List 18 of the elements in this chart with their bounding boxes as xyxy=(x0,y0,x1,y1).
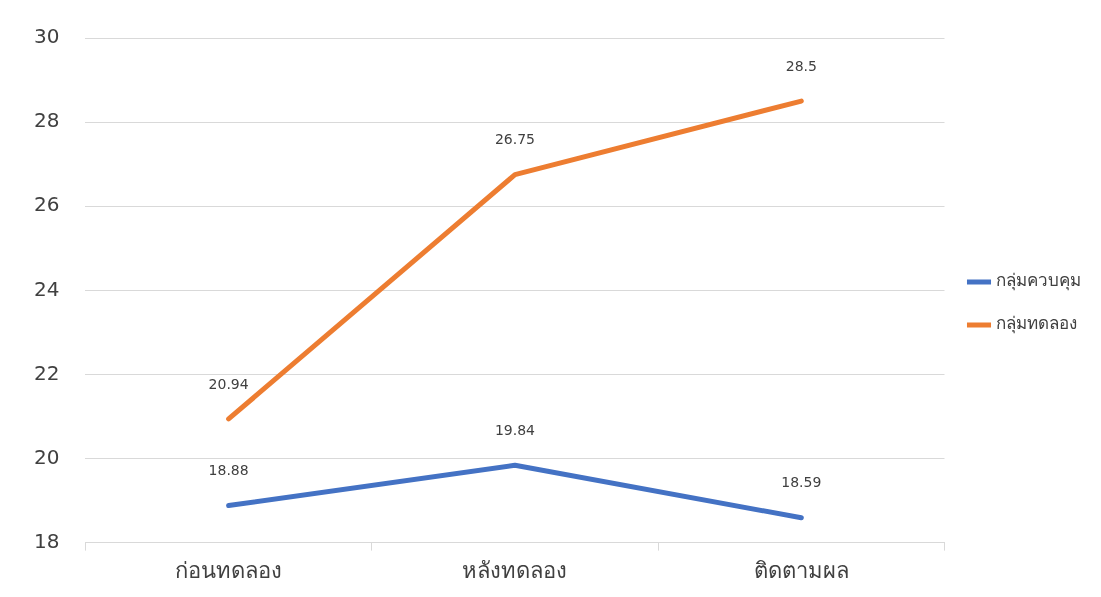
data-label: 18.88 xyxy=(208,462,249,479)
x-tick-label: ติดตามผล xyxy=(753,557,849,583)
legend-label: กลุ่มทดลอง xyxy=(996,313,1077,335)
y-tick-label: 18 xyxy=(34,528,60,553)
x-tick-label: ก่อนทดลอง xyxy=(175,557,283,583)
legend-label: กลุ่มควบคุม xyxy=(996,270,1081,292)
data-label: 26.75 xyxy=(494,131,536,148)
y-tick-label: 22 xyxy=(34,360,60,385)
data-label: 28.5 xyxy=(785,57,817,74)
y-tick-label: 24 xyxy=(34,276,60,301)
y-tick-label: 28 xyxy=(34,108,60,133)
y-tick-label: 30 xyxy=(34,24,60,49)
x-tick-label: หลังทดลอง xyxy=(462,557,568,583)
data-label: 19.84 xyxy=(494,421,536,438)
y-tick-label: 26 xyxy=(34,192,60,217)
data-label: 18.59 xyxy=(781,474,822,491)
y-tick-label: 20 xyxy=(34,444,60,469)
data-label: 20.94 xyxy=(208,375,249,392)
